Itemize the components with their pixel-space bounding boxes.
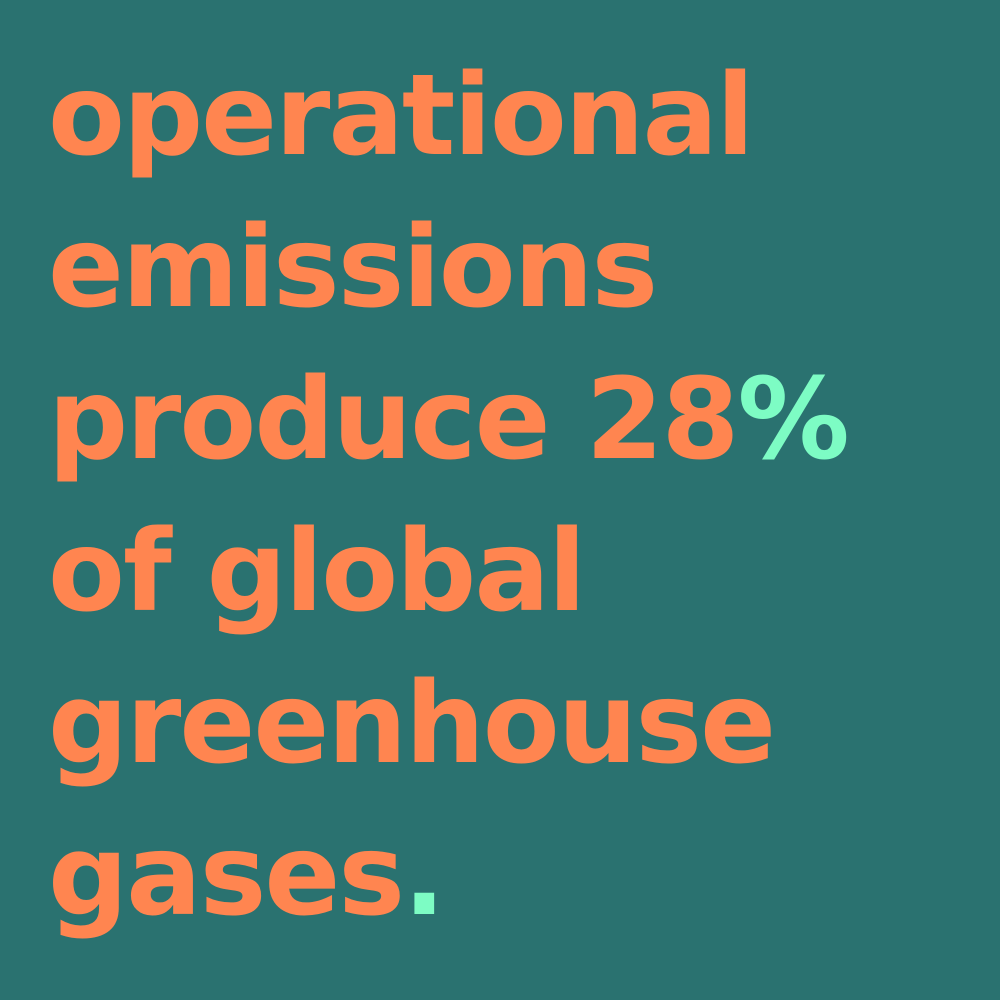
headline-line-6: gases. bbox=[48, 800, 848, 952]
headline-line-2: emissions bbox=[48, 203, 658, 333]
headline-line-3-text: produce 28 bbox=[48, 355, 739, 485]
percent-sign-accent: % bbox=[737, 355, 849, 485]
headline-line-4: of global bbox=[48, 507, 586, 637]
period-accent: . bbox=[403, 811, 446, 941]
headline-line-1: operational bbox=[48, 51, 754, 181]
headline-line-5: greenhouse bbox=[48, 659, 776, 789]
headline-line-3: produce 28% bbox=[48, 344, 850, 496]
headline: operational emissions produce 28% of glo… bbox=[48, 40, 850, 952]
headline-line-6-text: gases bbox=[48, 811, 405, 941]
